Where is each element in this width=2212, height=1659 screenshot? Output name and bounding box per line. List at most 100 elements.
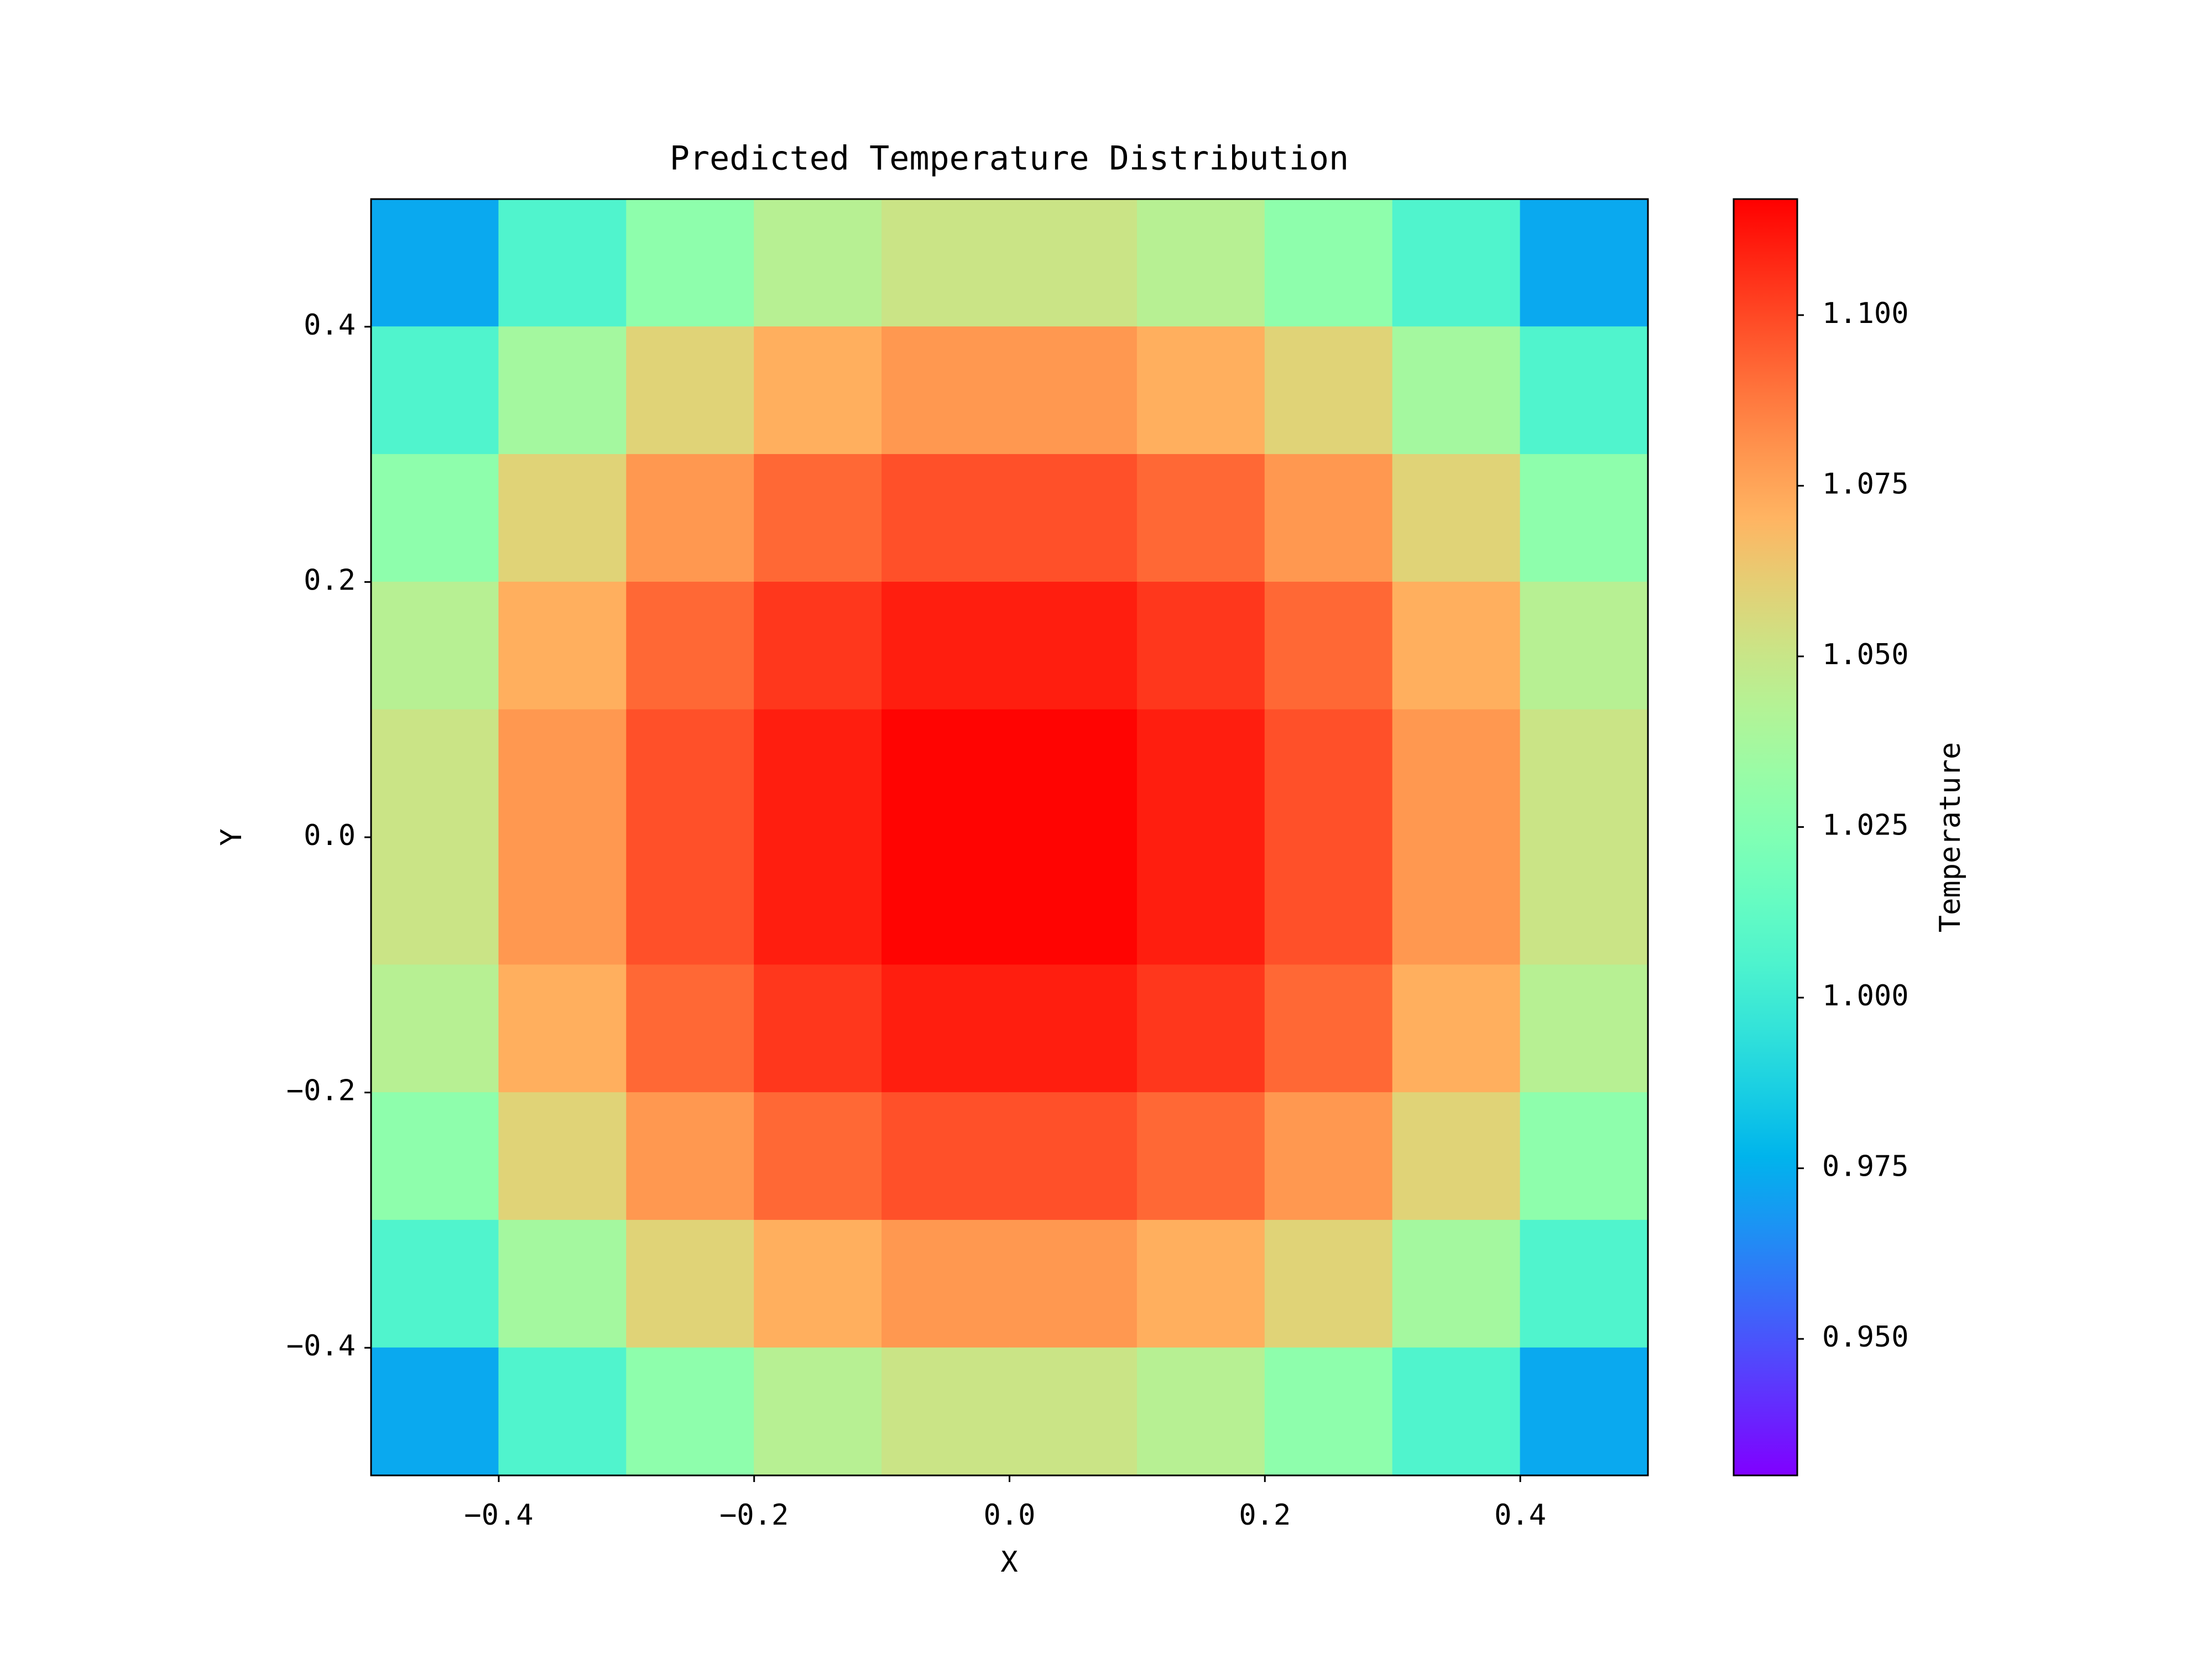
heatmap-cell [1392,581,1521,710]
heatmap-cell [1264,837,1393,966]
colorbar-tick-label: 1.025 [1822,808,1909,842]
heatmap-cell [371,581,499,710]
colorbar-tick-label: 0.975 [1822,1150,1909,1183]
heatmap-cell [371,837,499,966]
heatmap-cell [881,964,1010,1093]
heatmap-cell [1264,709,1393,838]
heatmap-cell [754,1347,883,1476]
heatmap-cell [881,581,1010,710]
heatmap-cell [754,709,883,838]
heatmap-cell [1264,326,1393,455]
heatmap-cell [498,964,627,1093]
heatmap-cell [1520,709,1648,838]
heatmap-cell [1136,199,1265,327]
heatmap-cell [626,1219,755,1348]
y-tick-label: −0.2 [286,1074,356,1108]
y-tick-label: 0.2 [304,564,356,597]
heatmap-cell [371,964,499,1093]
colorbar-tick-label: 1.050 [1822,638,1909,671]
heatmap-cell [881,454,1010,582]
heatmap-cell [1392,1219,1521,1348]
heatmap-cell [1136,326,1265,455]
colorbar-tick-label: 1.000 [1822,979,1909,1013]
heatmap-cell [371,709,499,838]
heatmap-cell [881,709,1010,838]
x-tick-label: 0.0 [984,1499,1036,1532]
heatmap-cell [881,1092,1010,1220]
y-axis-label: Y [215,828,248,846]
heatmap-cell [1264,581,1393,710]
heatmap-cell [1009,454,1138,582]
y-tick-label: 0.0 [304,819,356,852]
heatmap-cell [754,199,883,327]
heatmap-cell [881,199,1010,327]
heatmap-cell [754,1219,883,1348]
heatmap-cell [498,199,627,327]
heatmap-cell [1520,454,1648,582]
heatmap-cell [1009,199,1138,327]
heatmap-cell [1264,1347,1393,1476]
heatmap-cell [371,1219,499,1348]
heatmap-cell [1392,1092,1521,1220]
heatmap-cell [626,326,755,455]
heatmap-cell [1392,837,1521,966]
heatmap-cell [1009,709,1138,838]
heatmap-cell [626,964,755,1093]
heatmap-cell [881,837,1010,966]
x-tick-label: −0.4 [464,1499,533,1532]
heatmap-cell [1520,581,1648,710]
heatmap-cell [626,709,755,838]
heatmap-cell [754,964,883,1093]
heatmap [371,199,1648,1476]
heatmap-cell [498,837,627,966]
heatmap-cell [1009,1092,1138,1220]
colorbar-tick-label: 1.075 [1822,467,1909,500]
heatmap-cell [1136,1219,1265,1348]
heatmap-cell [1264,454,1393,582]
heatmap-cell [881,326,1010,455]
heatmap-cell [754,1092,883,1220]
heatmap-cell [1264,1219,1393,1348]
x-tick-label: 0.4 [1494,1499,1546,1532]
heatmap-cell [1009,837,1138,966]
colorbar-label: Temperature [1934,742,1967,932]
heatmap-cell [1136,1347,1265,1476]
heatmap-cell [371,326,499,455]
colorbar-tick-label: 0.950 [1822,1321,1909,1354]
colorbar-tick-label: 1.100 [1822,297,1909,330]
heatmap-cell [1264,964,1393,1093]
heatmap-cell [371,1092,499,1220]
heatmap-cell [881,1219,1010,1348]
heatmap-cell [626,837,755,966]
heatmap-cell [498,709,627,838]
heatmap-cell [626,199,755,327]
colorbar [1733,198,1798,1477]
heatmap-cell [371,1347,499,1476]
heatmap-cell [498,1219,627,1348]
heatmap-cell [626,581,755,710]
heatmap-cell [1520,1347,1648,1476]
heatmap-cell [371,199,499,327]
heatmap-cell [1264,1092,1393,1220]
heatmap-cell [1392,709,1521,838]
heatmap-cell [1009,1219,1138,1348]
heatmap-cell [1392,199,1521,327]
heatmap-cell [1136,454,1265,582]
heatmap-cell [1136,581,1265,710]
heatmap-cell [754,326,883,455]
heatmap-cell [498,581,627,710]
heatmap-cell [1136,837,1265,966]
heatmap-cell [626,1347,755,1476]
heatmap-cell [754,581,883,710]
heatmap-cell [626,1092,755,1220]
heatmap-cell [1136,1092,1265,1220]
heatmap-cell [498,326,627,455]
heatmap-cell [498,454,627,582]
heatmap-cell [626,454,755,582]
x-tick-label: −0.2 [719,1499,789,1532]
heatmap-cell [1392,326,1521,455]
heatmap-cell [1520,964,1648,1093]
heatmap-cell [498,1347,627,1476]
heatmap-cell [371,454,499,582]
